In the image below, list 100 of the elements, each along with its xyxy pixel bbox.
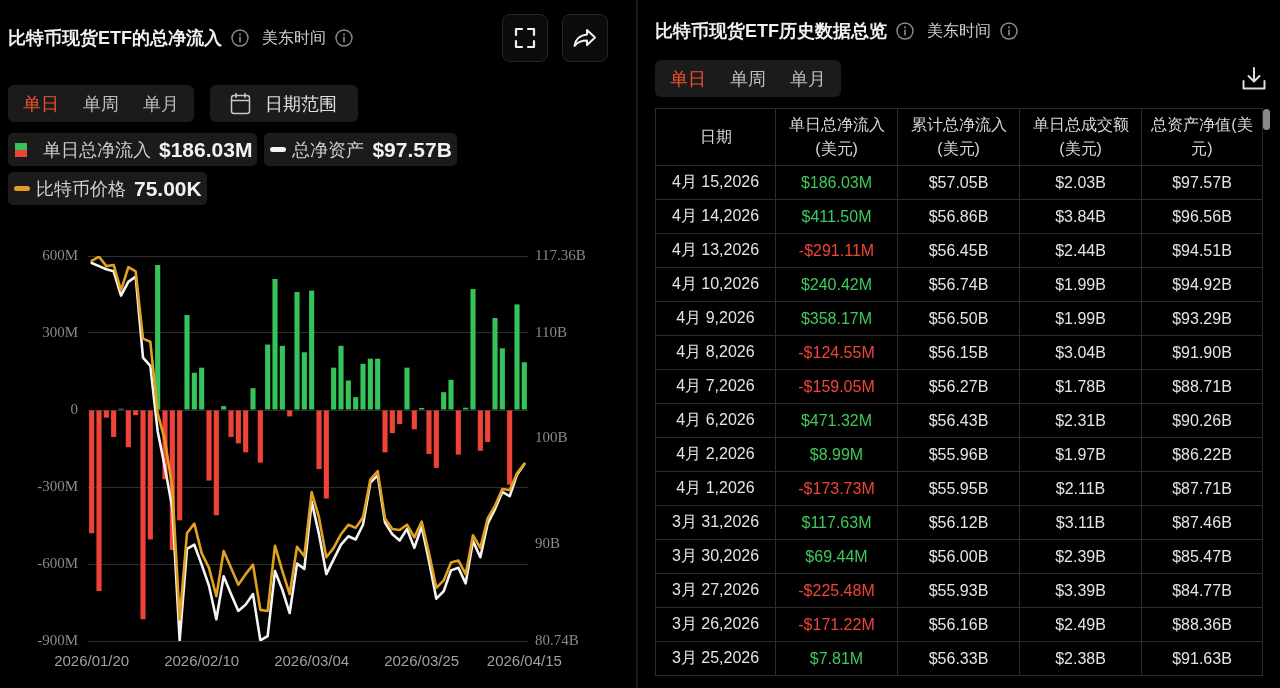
text: $96.56B (1172, 207, 1232, 225)
text: $2.38B (1055, 649, 1106, 667)
text: $117.63M (801, 513, 872, 531)
y2-tick-label: 90B (535, 534, 561, 551)
bar (353, 397, 359, 410)
category-label: 4月 1,2026 (676, 479, 755, 496)
y-tick-label: 0 (70, 400, 78, 417)
text: $411.50M (801, 207, 872, 225)
x-tick-label: 2026/01/20 (54, 652, 130, 670)
text: 单周 (82, 92, 120, 116)
category-label: 4月 9,2026 (676, 309, 755, 326)
text: $3.11B (1055, 513, 1106, 531)
category-label: 3月 30,2026 (671, 547, 760, 564)
text: $7.81M (809, 649, 864, 667)
bar (228, 410, 234, 437)
text: $56.12B (928, 513, 989, 531)
bar (433, 410, 439, 468)
text: $90.26B (1172, 411, 1232, 429)
text: 日期 (655, 108, 776, 166)
text: -$225.48M (798, 581, 875, 599)
bar (103, 410, 109, 418)
bar (441, 392, 447, 410)
bar (265, 344, 271, 410)
text: $56.00B (928, 547, 989, 565)
text: $87.46B (1172, 513, 1232, 531)
category-label: 4月 8,2026 (676, 343, 755, 360)
text: 单月 (789, 67, 827, 91)
y2-tick-label: 117.36B (535, 246, 586, 263)
bar (323, 410, 329, 499)
bar (235, 410, 241, 444)
bar (177, 410, 183, 521)
text: $1.78B (1055, 377, 1106, 395)
text: $186.03M (800, 173, 873, 191)
text: -$171.22M (798, 615, 875, 633)
bar (125, 410, 131, 448)
text: $56.86B (928, 207, 989, 225)
text: $56.50B (928, 309, 989, 327)
y-tick-label: -300M (37, 477, 78, 494)
text: $94.92B (1172, 275, 1232, 293)
bar (206, 410, 212, 481)
bar (499, 348, 505, 410)
bar (257, 410, 263, 463)
bar (507, 410, 513, 485)
category-label: 单日总净流入(美元) (775, 108, 898, 166)
text: -$159.05M (798, 377, 875, 395)
bar (397, 410, 403, 425)
bar (243, 410, 249, 453)
category-label: 累计总净流入(美元) (897, 108, 1020, 166)
text: $85.47B (1172, 547, 1232, 565)
bar (294, 291, 300, 410)
text: $56.15B (928, 343, 989, 361)
category-label: 3月 27,2026 (671, 581, 760, 598)
text: $69.44M (805, 547, 868, 565)
text: $88.36B (1172, 615, 1232, 633)
y-tick-label: 300M (42, 323, 78, 340)
text: $2.11B (1055, 479, 1106, 497)
bar (221, 406, 227, 410)
bar (521, 362, 527, 410)
y2-tick-label: 100B (535, 429, 568, 446)
text: -$173.73M (798, 479, 875, 497)
text: $93.29B (1172, 309, 1232, 327)
bar (477, 410, 483, 451)
text: $2.49B (1055, 615, 1106, 633)
bar (375, 358, 381, 410)
text: $3.39B (1055, 581, 1106, 599)
category-label: 4月 7,2026 (676, 377, 755, 394)
bar (485, 410, 491, 442)
text: $84.77B (1172, 581, 1232, 599)
bar (184, 315, 190, 410)
bar (191, 372, 197, 410)
category-label: 4月 14,2026 (671, 207, 760, 224)
text: $56.27B (928, 377, 989, 395)
text: $91.63B (1172, 649, 1232, 667)
x-tick-label: 2026/03/25 (384, 652, 460, 670)
text: $240.42M (800, 275, 873, 293)
bar (404, 367, 410, 410)
category-label: 4月 2,2026 (676, 445, 755, 462)
text: $97.57B (1172, 173, 1232, 191)
bar (301, 352, 307, 410)
text: 单日 (669, 67, 707, 91)
bar (411, 410, 417, 430)
y2-tick-label: 110B (535, 324, 567, 341)
category-label: 单日总成交额(美元) (1019, 108, 1142, 166)
bar (470, 289, 476, 410)
text: $57.05B (928, 173, 989, 191)
text: $55.93B (928, 581, 989, 599)
text: $1.99B (1055, 275, 1106, 293)
category-label: 3月 25,2026 (671, 649, 760, 666)
legend-label: 比特币价格 75.00K (36, 176, 202, 201)
x-tick-label: 2026/04/15 (486, 652, 562, 670)
bar (492, 318, 498, 410)
text: 日期范围 (265, 92, 337, 116)
chart-title: 比特币现货ETF的总净流入 (8, 27, 222, 50)
legend-label: 总净资产 $97.57B (292, 137, 452, 162)
bar (89, 410, 95, 534)
text: $56.43B (928, 411, 989, 429)
chart-subtitle: 美东时间 (262, 27, 326, 48)
bar (389, 410, 395, 434)
text: $86.22B (1172, 445, 1232, 463)
text: $94.51B (1172, 241, 1232, 259)
